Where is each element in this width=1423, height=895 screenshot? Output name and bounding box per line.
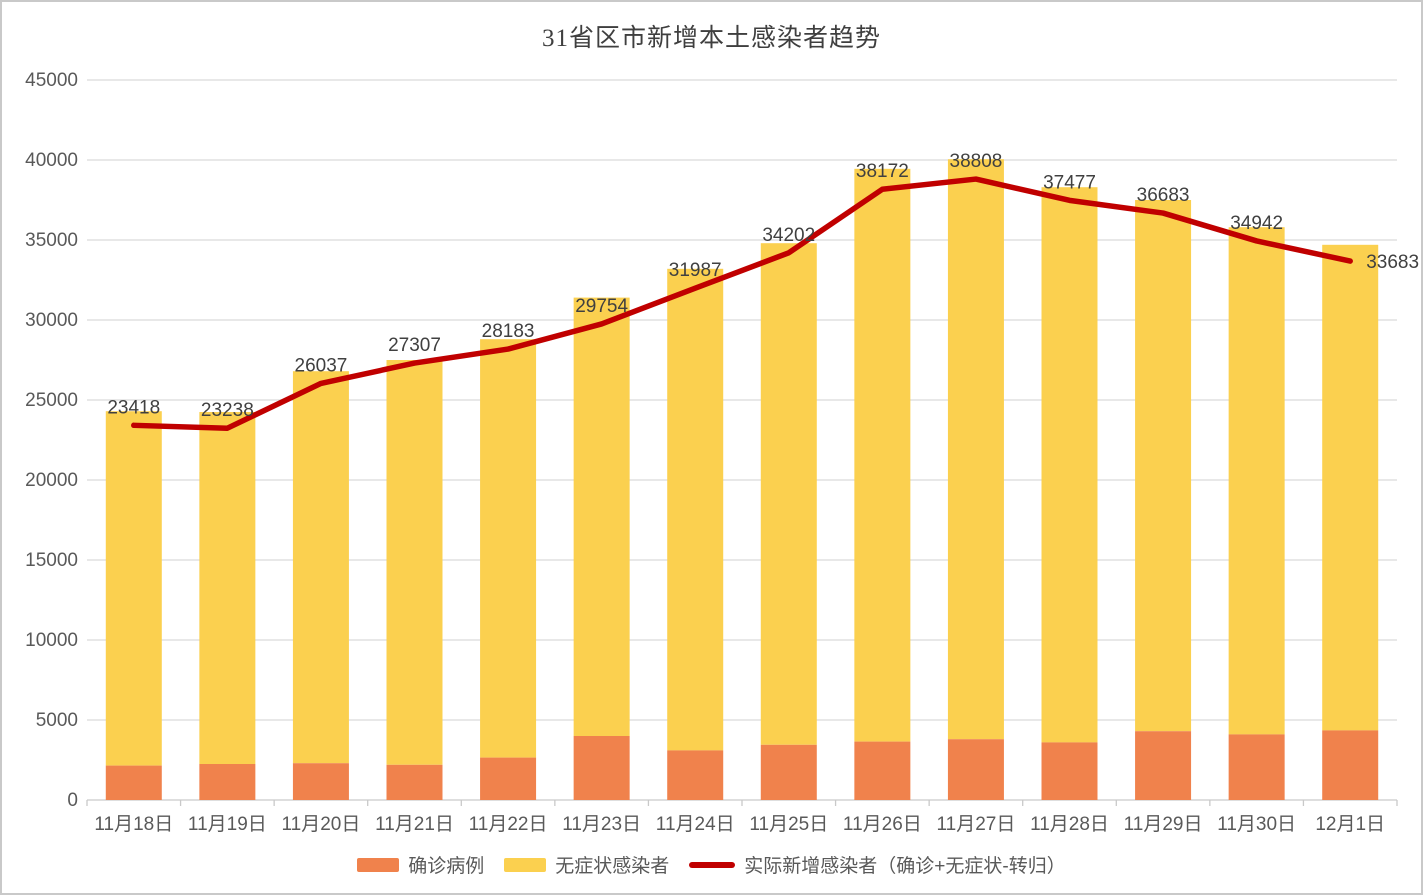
legend-item-asymptomatic: 无症状感染者	[504, 851, 669, 878]
bar-confirmed	[947, 739, 1004, 800]
legend-swatch-confirmed-icon	[357, 857, 400, 872]
bar-asymptomatic	[105, 411, 162, 766]
bar-confirmed	[1228, 734, 1285, 800]
x-tick-label: 11月19日	[188, 814, 267, 835]
y-tick-label: 15000	[25, 550, 78, 571]
bar-confirmed	[573, 736, 630, 800]
y-tick-label: 30000	[25, 310, 78, 331]
data-label: 38808	[950, 151, 1003, 172]
legend-item-actual-line: 实际新增感染者（确诊+无症状-转归）	[689, 851, 1066, 878]
legend-label-actual-line: 实际新增感染者（确诊+无症状-转归）	[744, 856, 1066, 877]
bar-confirmed	[760, 744, 817, 800]
data-label: 27307	[388, 335, 441, 356]
chart-title: 31省区市新增本土感染者趋势	[541, 25, 881, 52]
legend-swatch-asymptomatic-icon	[504, 857, 547, 872]
y-tick-label: 20000	[25, 470, 78, 491]
data-label: 33683	[1366, 252, 1419, 273]
trend-line	[131, 176, 1353, 431]
x-tick-label: 11月27日	[936, 814, 1015, 835]
y-tick-label: 45000	[25, 70, 78, 91]
x-tick-label: 11月21日	[375, 814, 454, 835]
bar-asymptomatic	[292, 371, 349, 764]
data-label: 36683	[1137, 185, 1190, 206]
data-label: 38172	[856, 161, 909, 182]
chart-plot-area: 0 5000 10000 15000 20000 25000 30000 35000 40000…	[25, 70, 1419, 835]
data-label: 28183	[482, 321, 535, 342]
y-tick-label: 40000	[25, 150, 78, 171]
bar-confirmed	[1135, 731, 1192, 800]
x-tick-label: 11月23日	[562, 814, 641, 835]
bar-asymptomatic	[760, 243, 817, 745]
x-tick-label: 11月18日	[94, 814, 173, 835]
y-tick-label: 35000	[25, 230, 78, 251]
data-label: 31987	[669, 260, 722, 281]
bar-asymptomatic	[480, 339, 537, 758]
bar-confirmed	[854, 741, 911, 800]
y-tick-label: 0	[67, 790, 78, 811]
bar-asymptomatic	[947, 159, 1004, 740]
bar-asymptomatic	[1135, 200, 1192, 732]
x-tick-label: 11月29日	[1124, 814, 1203, 835]
data-label: 26037	[295, 355, 348, 376]
bar-asymptomatic	[667, 268, 724, 751]
bar-asymptomatic	[573, 297, 630, 736]
bar-confirmed	[480, 757, 537, 800]
data-label: 37477	[1043, 172, 1096, 193]
bar-asymptomatic	[854, 168, 911, 742]
legend-item-confirmed: 确诊病例	[357, 851, 484, 878]
bar-confirmed	[105, 765, 162, 800]
x-tick-label: 11月30日	[1217, 814, 1296, 835]
bar-confirmed	[292, 763, 349, 800]
y-tick-label: 5000	[36, 710, 78, 731]
bar-asymptomatic	[386, 360, 443, 765]
y-tick-label: 25000	[25, 390, 78, 411]
data-label: 23238	[201, 400, 254, 421]
x-tick-label: 12月1日	[1315, 814, 1385, 835]
data-label: 34942	[1230, 213, 1283, 234]
bar-confirmed	[1322, 730, 1379, 800]
bar-confirmed	[1041, 742, 1098, 800]
chart-legend: 确诊病例 无症状感染者 实际新增感染者（确诊+无症状-转归）	[2, 851, 1421, 878]
bar-asymptomatic	[199, 412, 256, 764]
y-tick-label: 10000	[25, 630, 78, 651]
data-label: 23418	[107, 397, 160, 418]
legend-swatch-line-icon	[689, 861, 736, 868]
bar-asymptomatic	[1322, 244, 1379, 731]
legend-label-confirmed: 确诊病例	[408, 856, 485, 877]
legend-label-asymptomatic: 无症状感染者	[555, 856, 670, 877]
x-tick-label: 11月28日	[1030, 814, 1109, 835]
bar-confirmed	[667, 750, 724, 800]
x-tick-label: 11月20日	[281, 814, 360, 835]
x-tick-label: 11月24日	[656, 814, 735, 835]
x-tick-label: 11月22日	[469, 814, 548, 835]
bar-asymptomatic	[1041, 187, 1098, 743]
bar-asymptomatic	[1228, 227, 1285, 735]
data-label: 29754	[575, 296, 628, 317]
x-tick-label: 11月26日	[843, 814, 922, 835]
data-label: 34202	[762, 225, 815, 246]
x-tick-label: 11月25日	[749, 814, 828, 835]
bar-confirmed	[199, 764, 256, 800]
bar-confirmed	[386, 764, 443, 800]
